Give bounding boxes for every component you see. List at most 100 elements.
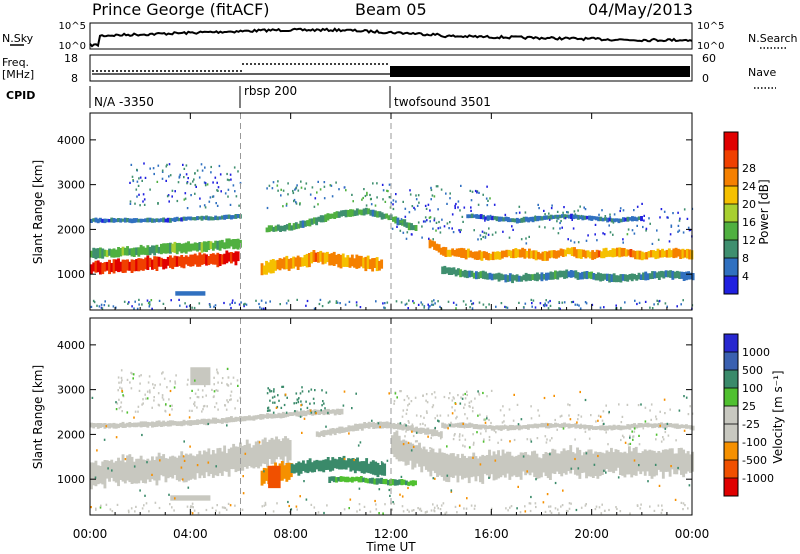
power-band-5-cell	[545, 272, 548, 281]
power-band-5-cell	[470, 270, 474, 277]
power-scatter-point	[415, 198, 418, 201]
velocity-band-7-cell	[651, 423, 654, 429]
velocity-scatter-point	[450, 421, 452, 424]
power-scatter-point	[427, 203, 430, 206]
power-band-7-cell	[572, 214, 576, 220]
power-band-3-cell	[405, 222, 409, 228]
velocity-scatter-point	[146, 390, 149, 393]
power-scatter-point	[412, 300, 414, 303]
velocity-band-5-cell	[169, 420, 172, 427]
velocity-scatter-point	[569, 404, 571, 407]
power-band-3-cell	[376, 211, 380, 218]
velocity-scatter-point	[223, 506, 225, 509]
velocity-scatter-point	[197, 512, 200, 515]
velocity-scatter-point	[472, 443, 475, 446]
velocity-scatter-point	[558, 512, 560, 515]
power-band-7-cell	[588, 215, 592, 221]
power-scatter-point	[679, 217, 681, 220]
velocity-scatter-point	[288, 504, 290, 508]
velocity-band-4-cell	[544, 452, 548, 476]
velocity-band-5-cell	[148, 422, 152, 426]
velocity-scatter-point	[258, 441, 261, 444]
velocity-scatter-point	[664, 430, 667, 434]
power-scatter-point	[363, 188, 365, 191]
velocity-scatter-point	[270, 390, 273, 393]
power-scatter-point	[195, 185, 197, 188]
velocity-band-4-cell	[571, 452, 575, 470]
velocity-band-5-cell	[293, 411, 297, 416]
power-scatter-point	[413, 206, 415, 209]
velocity-band-4-cell	[542, 454, 546, 473]
power-scatter-point	[580, 214, 583, 218]
power-scatter-point	[266, 187, 268, 190]
power-band-2-cell	[373, 258, 377, 268]
velocity-band-3-cell	[400, 479, 404, 486]
velocity-band-4-cell	[422, 446, 426, 467]
velocity-band-0-cell	[245, 439, 249, 469]
power-band-0-cell	[209, 253, 213, 264]
velocity-scatter-point	[94, 476, 97, 479]
power-band-1-cell	[126, 246, 129, 256]
velocity-scatter-point	[242, 475, 244, 478]
velocity-scatter-point	[191, 505, 193, 508]
power-scatter-point	[186, 182, 188, 185]
velocity-scatter-point	[130, 371, 132, 374]
velocity-band-0-cell	[191, 455, 195, 479]
velocity-scatter-point	[567, 510, 569, 513]
power-band-1-cell	[209, 241, 213, 249]
velocity-band-2-cell	[320, 460, 323, 472]
power-scatter-point	[483, 231, 486, 234]
power-band-1-cell	[90, 250, 93, 258]
time-axis-label: Time UT	[365, 540, 416, 554]
power-band-5-cell	[648, 273, 652, 280]
velocity-scatter-point	[568, 414, 570, 417]
velocity-band-7-cell	[606, 425, 609, 431]
power-scatter-point	[562, 211, 564, 214]
velocity-scatter-point	[269, 409, 271, 412]
power-band-4-cell	[552, 250, 556, 259]
power-scatter-point	[366, 193, 368, 196]
power-scatter-point	[168, 200, 170, 203]
power-scatter-point	[478, 191, 480, 194]
velocity-scatter-point	[183, 440, 185, 443]
velocity-band-3-cell	[337, 477, 341, 482]
power-scatter-point	[311, 186, 314, 189]
power-band-1-cell	[184, 242, 188, 254]
velocity-scatter-point	[412, 509, 415, 512]
power-scatter-point	[396, 225, 398, 228]
velocity-band-0-cell	[121, 454, 125, 482]
velocity-scatter-point	[197, 388, 200, 391]
power-scatter-point	[643, 219, 645, 222]
power-scatter-point	[229, 203, 232, 206]
velocity-band-2-cell	[297, 461, 301, 476]
power-band-4-cell	[645, 252, 649, 260]
velocity-band-7-cell	[531, 424, 535, 429]
velocity-band-0-cell	[223, 445, 227, 472]
power-scatter-point	[177, 181, 180, 184]
velocity-scatter-point	[485, 430, 487, 433]
power-scatter-point	[170, 299, 172, 302]
velocity-band-4-cell	[677, 448, 681, 471]
velocity-scatter-point	[189, 397, 192, 400]
velocity-band-6-cell	[360, 423, 364, 431]
velocity-band-5-cell	[157, 420, 161, 427]
velocity-band-7-cell	[628, 424, 632, 430]
velocity-band-5-cell	[281, 411, 285, 418]
velocity-band-0-cell	[153, 460, 157, 481]
power-band-6-cell	[223, 214, 227, 220]
velocity-scatter-point	[121, 389, 123, 392]
power-scatter-point	[369, 193, 371, 197]
velocity-band-4-cell	[456, 454, 460, 483]
power-scatter-point	[470, 206, 472, 209]
power-scatter-point	[191, 306, 193, 309]
power-scatter-point	[212, 195, 215, 198]
power-band-6-cell	[196, 216, 199, 221]
power-band-1-cell	[99, 247, 102, 259]
power-scatter-point	[92, 299, 95, 302]
power-scatter-point	[280, 194, 282, 197]
power-scatter-point	[578, 304, 580, 307]
velocity-scatter-point	[447, 427, 449, 430]
colorbar-swatch	[724, 406, 738, 425]
velocity-scatter-point	[153, 399, 155, 402]
velocity-band-3-cell	[341, 476, 345, 482]
